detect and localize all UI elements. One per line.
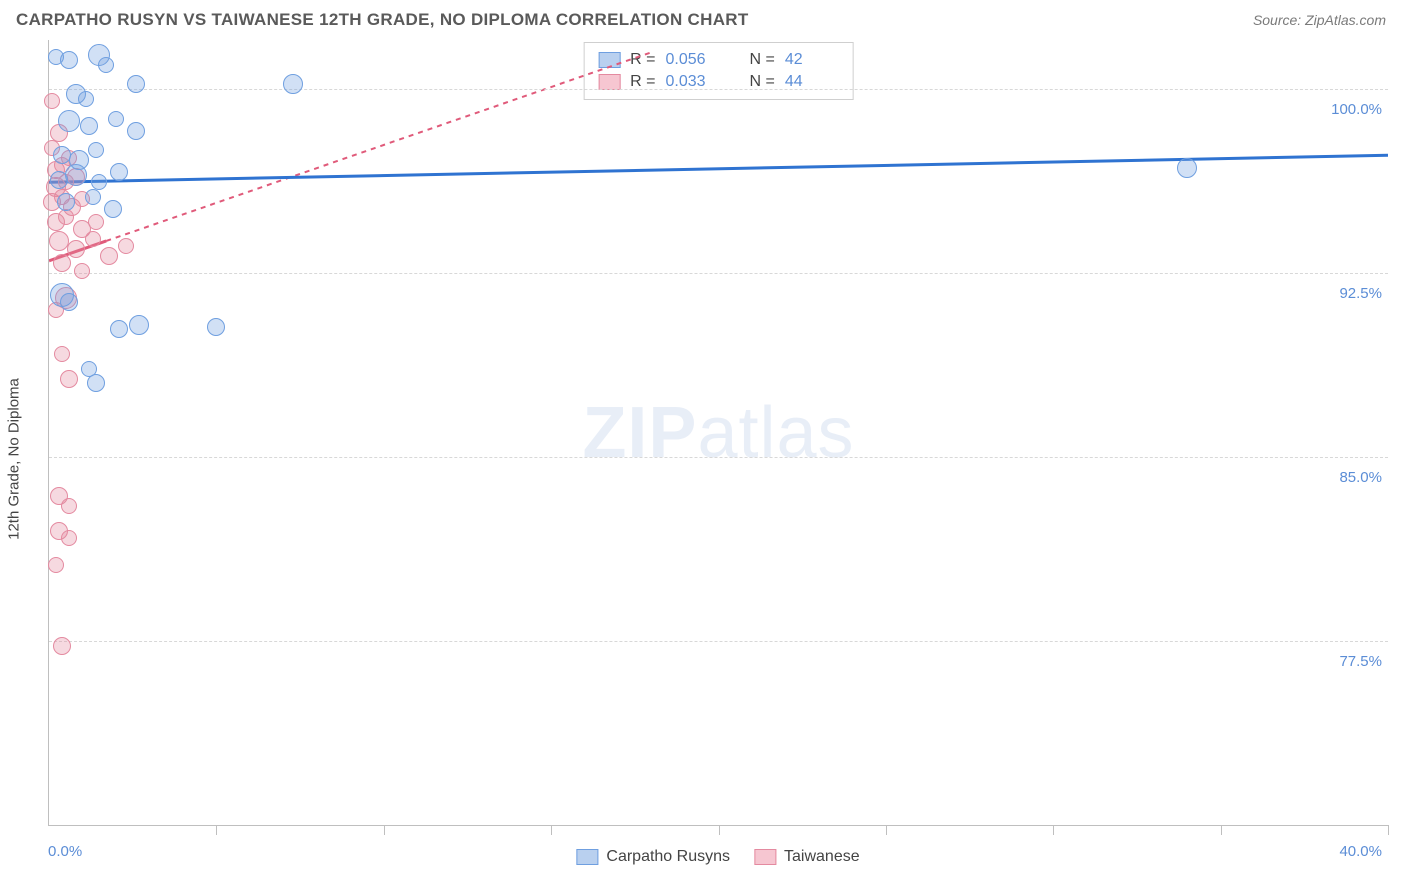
watermark-bold: ZIP: [582, 393, 697, 473]
n-label: N =: [750, 51, 775, 69]
watermark-light: atlas: [697, 393, 854, 473]
scatter-point-carpatho: [127, 122, 145, 140]
scatter-point-taiwanese: [100, 247, 118, 265]
gridline-h: [49, 89, 1388, 90]
chart-title: CARPATHO RUSYN VS TAIWANESE 12TH GRADE, …: [16, 10, 749, 30]
scatter-point-taiwanese: [74, 263, 90, 279]
scatter-point-taiwanese: [58, 209, 74, 225]
scatter-point-taiwanese: [61, 530, 77, 546]
scatter-point-carpatho: [129, 315, 149, 335]
legend-stats-row: R = 0.056 N = 42: [598, 49, 839, 71]
y-tick-label: 77.5%: [1339, 653, 1382, 670]
plot-area: ZIPatlas R =0.056N =42R =0.033N =44 77.5…: [48, 40, 1388, 826]
chart-wrap: 12th Grade, No Diploma ZIPatlas R =0.056…: [18, 40, 1388, 878]
chart-source: Source: ZipAtlas.com: [1253, 12, 1386, 28]
scatter-point-taiwanese: [88, 214, 104, 230]
scatter-point-carpatho: [207, 318, 225, 336]
scatter-point-carpatho: [127, 75, 145, 93]
legend-label: Carpatho Rusyns: [606, 848, 730, 866]
scatter-point-carpatho: [108, 111, 124, 127]
n-value: 42: [785, 51, 839, 69]
scatter-point-carpatho: [85, 189, 101, 205]
legend-stats: R =0.056N =42R =0.033N =44: [583, 42, 854, 100]
scatter-point-taiwanese: [85, 231, 101, 247]
scatter-point-carpatho: [91, 174, 107, 190]
gridline-h: [49, 273, 1388, 274]
scatter-point-taiwanese: [118, 238, 134, 254]
scatter-point-carpatho: [80, 117, 98, 135]
x-tick: [1388, 825, 1389, 835]
legend-swatch: [754, 849, 776, 865]
scatter-point-carpatho: [60, 293, 78, 311]
scatter-point-carpatho: [60, 51, 78, 69]
y-tick-label: 92.5%: [1339, 285, 1382, 302]
r-value: 0.056: [666, 51, 720, 69]
scatter-point-carpatho: [110, 163, 128, 181]
x-axis-max-label: 40.0%: [1339, 843, 1382, 860]
scatter-point-carpatho: [87, 374, 105, 392]
watermark: ZIPatlas: [582, 392, 854, 474]
legend-swatch: [598, 52, 620, 68]
scatter-point-taiwanese: [67, 240, 85, 258]
scatter-point-taiwanese: [61, 498, 77, 514]
scatter-point-taiwanese: [53, 254, 71, 272]
scatter-point-carpatho: [88, 142, 104, 158]
scatter-point-taiwanese: [48, 557, 64, 573]
legend-item: Taiwanese: [754, 848, 860, 866]
scatter-point-carpatho: [98, 57, 114, 73]
scatter-point-carpatho: [1177, 158, 1197, 178]
x-axis-min-label: 0.0%: [48, 843, 82, 860]
legend-series: Carpatho Rusyns Taiwanese: [576, 848, 859, 866]
r-label: R =: [630, 51, 655, 69]
scatter-point-taiwanese: [54, 346, 70, 362]
scatter-point-carpatho: [57, 193, 75, 211]
scatter-point-carpatho: [78, 91, 94, 107]
legend-swatch: [576, 849, 598, 865]
scatter-point-taiwanese: [60, 370, 78, 388]
legend-swatch: [598, 74, 620, 90]
scatter-point-carpatho: [110, 320, 128, 338]
x-axis-row: 0.0% Carpatho Rusyns Taiwanese 40.0%: [48, 834, 1388, 878]
scatter-point-carpatho: [104, 200, 122, 218]
gridline-h: [49, 457, 1388, 458]
y-tick-label: 100.0%: [1331, 101, 1382, 118]
scatter-point-carpatho: [65, 164, 87, 186]
scatter-point-taiwanese: [44, 93, 60, 109]
gridline-h: [49, 641, 1388, 642]
scatter-point-carpatho: [283, 74, 303, 94]
chart-header: CARPATHO RUSYN VS TAIWANESE 12TH GRADE, …: [0, 0, 1406, 36]
y-axis-label: 12th Grade, No Diploma: [6, 378, 23, 540]
scatter-point-carpatho: [58, 110, 80, 132]
legend-item: Carpatho Rusyns: [576, 848, 730, 866]
y-tick-label: 85.0%: [1339, 469, 1382, 486]
legend-label: Taiwanese: [784, 848, 860, 866]
scatter-point-taiwanese: [53, 637, 71, 655]
